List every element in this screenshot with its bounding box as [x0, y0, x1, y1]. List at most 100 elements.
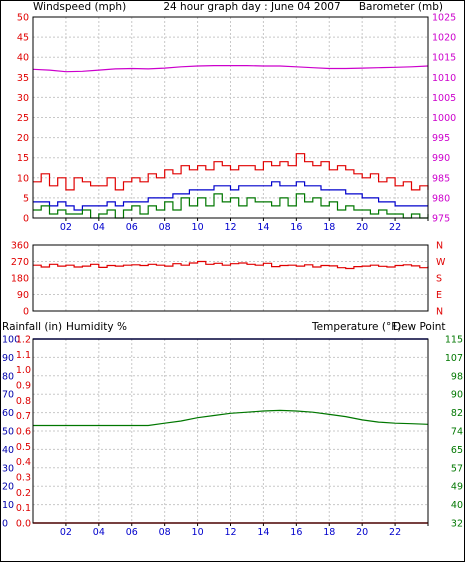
windspeed-tick-label: 25: [17, 113, 29, 124]
temperature-tick-label: 90: [451, 390, 463, 401]
temperature-tick-label: 57: [451, 463, 463, 474]
rainfall-tick-label: 0.6: [16, 427, 31, 438]
rainfall-axis-label: Rainfall (in): [2, 321, 62, 333]
direction-tick-label: 270: [11, 257, 29, 268]
windspeed-axis-label: Windspeed (mph): [33, 1, 126, 13]
x-tick-label: 14: [257, 527, 269, 538]
x-tick-label: 02: [60, 222, 72, 233]
wind-average-series: [33, 181, 428, 211]
humidity-tick-label: 20: [2, 482, 14, 493]
rainfall-tick-label: 0.9: [16, 381, 31, 392]
rainfall-tick-label: 0.5: [16, 442, 31, 453]
humidity-tick-label: 60: [2, 408, 14, 419]
windspeed-tick-label: 35: [17, 73, 29, 84]
humidity-tick-label: 0: [2, 519, 8, 530]
barometer-axis-label: Barometer (mb): [359, 1, 443, 13]
temperature-tick-label: 49: [451, 482, 463, 493]
x-tick-label: 04: [93, 222, 105, 233]
direction-tick-label: 90: [17, 290, 29, 301]
wind-gust-series: [33, 153, 429, 191]
x-tick-label: 22: [389, 222, 401, 233]
x-tick-label: 10: [192, 222, 204, 233]
wind-barometer-panel: 5045403530252015105010251020101510101005…: [17, 13, 456, 234]
x-tick-label: 16: [290, 222, 302, 233]
barometer-tick-label: 995: [432, 133, 450, 144]
x-tick-label: 14: [257, 222, 269, 233]
compass-tick-label: N: [436, 241, 443, 252]
humidity-tick-label: 30: [2, 463, 14, 474]
windspeed-tick-label: 20: [17, 133, 29, 144]
windspeed-tick-label: 15: [17, 153, 29, 164]
humidity-tick-label: 40: [2, 445, 14, 456]
rainfall-tick-label: 0.0: [16, 519, 31, 530]
direction-tick-label: 180: [11, 274, 29, 285]
barometer-tick-label: 1005: [432, 93, 456, 104]
rainfall-tick-label: 1.1: [16, 350, 31, 361]
temperature-tick-label: 74: [451, 427, 463, 438]
compass-tick-label: S: [436, 274, 442, 285]
chart-title: 24 hour graph day : June 04 2007: [163, 1, 340, 13]
barometer-tick-label: 980: [432, 193, 450, 204]
humidity-tick-label: 100: [2, 335, 20, 346]
barometer-tick-label: 1020: [432, 33, 456, 44]
temperature-tick-label: 32: [451, 519, 463, 530]
x-tick-label: 12: [224, 222, 236, 233]
barometer-tick-label: 1000: [432, 113, 456, 124]
windspeed-tick-label: 40: [17, 53, 29, 64]
wind-speed-series: [33, 193, 429, 219]
x-tick-label: 20: [356, 222, 368, 233]
windspeed-tick-label: 30: [17, 93, 29, 104]
temperature-tick-label: 98: [451, 371, 463, 382]
humidity-tick-label: 50: [2, 427, 14, 438]
x-tick-label: 08: [159, 222, 171, 233]
x-tick-label: 18: [323, 222, 335, 233]
compass-tick-label: N: [436, 307, 443, 318]
temperature-axis-label: Temperature (°F): [311, 321, 401, 333]
temperature-tick-label: 82: [451, 408, 463, 419]
x-tick-label: 18: [323, 527, 335, 538]
barometer-series: [32, 65, 429, 73]
rainfall-tick-label: 0.2: [16, 488, 31, 499]
rainfall-tick-label: 0.1: [16, 503, 31, 514]
x-tick-label: 06: [126, 527, 138, 538]
plot-border: [32, 16, 429, 219]
rainfall-tick-label: 0.8: [16, 396, 31, 407]
x-tick-label: 06: [126, 222, 138, 233]
barometer-tick-label: 1015: [432, 53, 456, 64]
x-tick-label: 10: [192, 527, 204, 538]
temperature-series: [33, 409, 429, 427]
temperature-tick-label: 40: [451, 500, 463, 511]
direction-tick-label: 0: [23, 307, 29, 318]
barometer-tick-label: 975: [432, 214, 450, 225]
humidity-tick-label: 10: [2, 500, 14, 511]
x-tick-label: 02: [60, 527, 72, 538]
humidity-tick-label: 70: [2, 390, 14, 401]
barometer-tick-label: 1010: [432, 73, 456, 84]
x-tick-label: 12: [224, 527, 236, 538]
wind-direction-series: [33, 260, 429, 270]
windspeed-tick-label: 10: [17, 173, 29, 184]
rainfall-tick-label: 0.4: [16, 457, 31, 468]
rainfall-tick-label: 1.2: [16, 335, 31, 346]
plot-border: [32, 338, 429, 524]
temperature-tick-label: 107: [445, 353, 463, 364]
plot-border: [32, 244, 429, 312]
humidity-tick-label: 90: [2, 353, 14, 364]
humidity-tick-label: 80: [2, 371, 14, 382]
humidity-axis-label: Humidity %: [66, 321, 127, 333]
windspeed-tick-label: 5: [23, 193, 29, 204]
x-tick-label: 08: [159, 527, 171, 538]
dew-point-axis-label: Dew Point: [393, 321, 446, 333]
temperature-tick-label: 65: [451, 445, 463, 456]
x-tick-label: 16: [290, 527, 302, 538]
rain-humidity-temperature-panel: 10090807060504030201001.21.11.00.90.80.7…: [2, 335, 463, 539]
x-tick-label: 20: [356, 527, 368, 538]
rainfall-tick-label: 1.0: [16, 365, 31, 376]
x-tick-label: 04: [93, 527, 105, 538]
temperature-tick-label: 115: [445, 335, 463, 346]
barometer-tick-label: 990: [432, 153, 450, 164]
x-tick-label: 22: [389, 527, 401, 538]
